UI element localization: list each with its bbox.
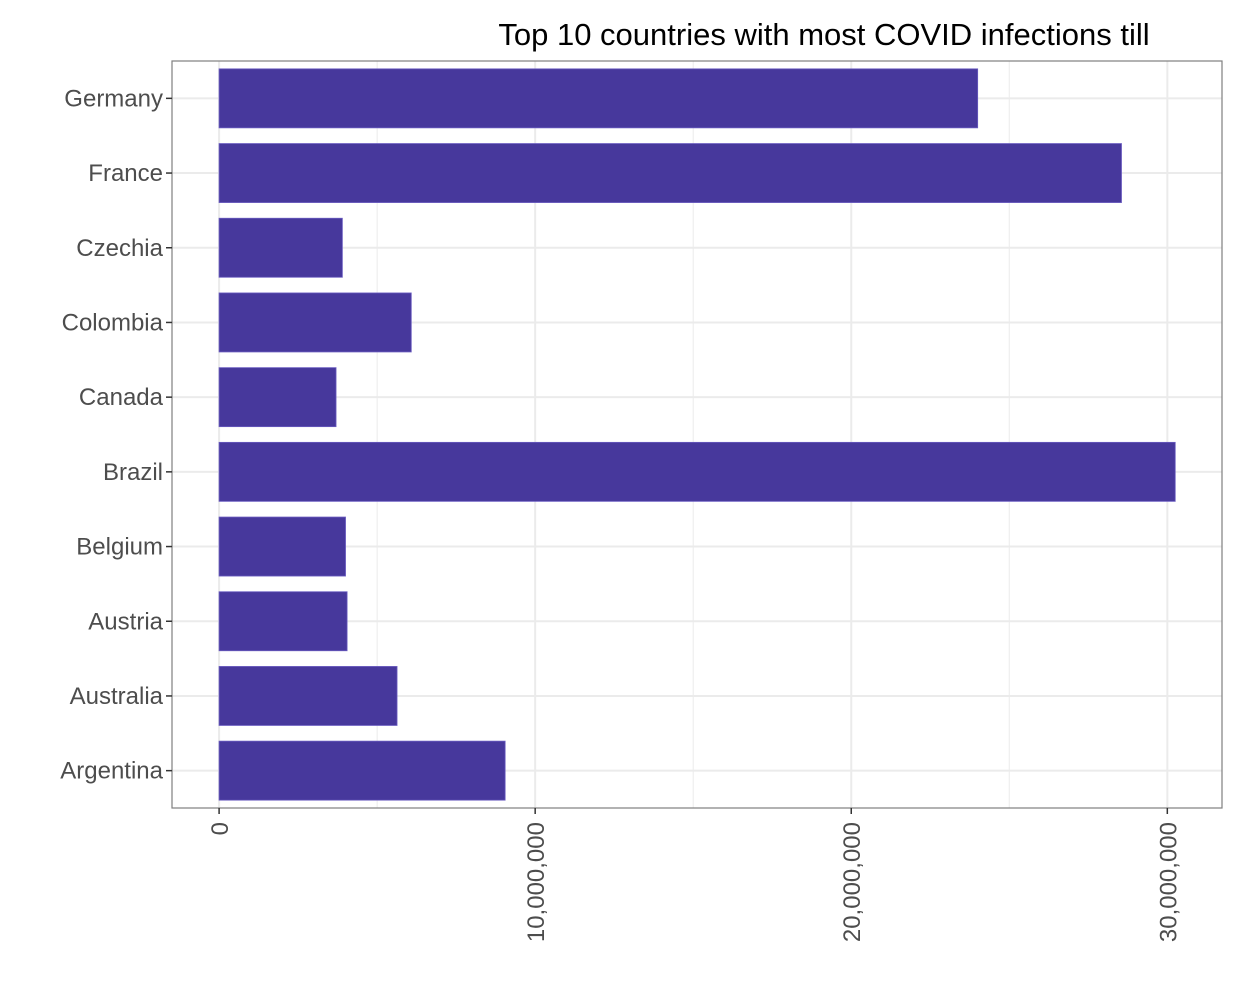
bar-france — [218, 143, 1122, 203]
bar-brazil — [218, 441, 1176, 502]
bar-czechia — [218, 217, 343, 278]
bar-belgium — [218, 516, 346, 577]
panel-border — [171, 60, 1223, 809]
y-tick-label: Canada — [79, 384, 164, 411]
y-tick-label: Austria — [88, 608, 163, 635]
bar-austria — [218, 591, 348, 652]
y-axis: Germany France Czechia Colombia Canada Brazil… — [60, 85, 172, 785]
y-tick-label: Brazil — [103, 459, 163, 486]
bar-canada — [218, 367, 337, 428]
bars — [218, 68, 1176, 801]
bar-germany — [218, 68, 979, 129]
x-tick-label: 10,000,000 — [523, 822, 550, 942]
y-tick-label: Colombia — [62, 309, 164, 336]
x-tick-label: 30,000,000 — [1155, 822, 1182, 942]
bar-australia — [218, 666, 398, 726]
y-tick-label: Czechia — [76, 235, 163, 262]
y-tick-label: Belgium — [76, 534, 163, 561]
x-tick-label: 0 — [207, 822, 234, 835]
y-tick-label: France — [88, 160, 163, 187]
y-tick-label: Germany — [64, 85, 163, 112]
y-tick-label: Australia — [70, 683, 164, 710]
bar-colombia — [218, 292, 412, 353]
y-tick-label: Argentina — [60, 758, 163, 785]
bar-argentina — [218, 740, 506, 801]
x-tick-label: 20,000,000 — [839, 822, 866, 942]
x-axis: 0 10,000,000 20,000,000 30,000,000 — [207, 808, 1182, 942]
chart-title: Top 10 countries with most COVID infecti… — [498, 17, 1149, 52]
